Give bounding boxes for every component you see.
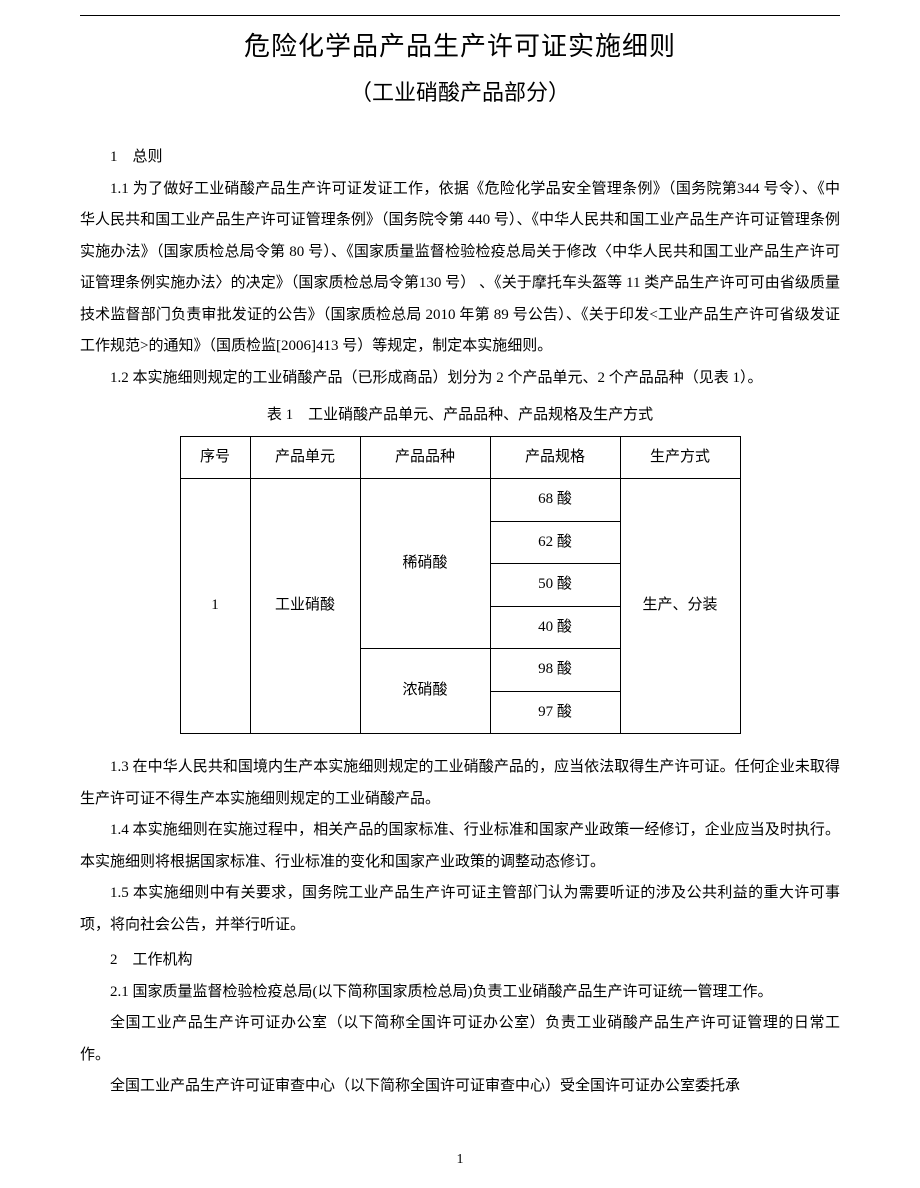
paragraph-2-1: 2.1 国家质量监督检验检疫总局(以下简称国家质检总局)负责工业硝酸产品生产许可… [80, 977, 840, 1009]
cell-spec-4: 98 酸 [490, 649, 620, 692]
page-number: 1 [0, 1152, 920, 1168]
section-1-heading: 1 总则 [80, 142, 840, 174]
document-title: 危险化学品产品生产许可证实施细则 [80, 26, 840, 63]
cell-type-2: 浓硝酸 [360, 649, 490, 734]
document-content: 1 总则 1.1 为了做好工业硝酸产品生产许可证发证工作，依据《危险化学品安全管… [80, 142, 840, 1103]
paragraph-1-1: 1.1 为了做好工业硝酸产品生产许可证发证工作，依据《危险化学品安全管理条例》（… [80, 174, 840, 363]
section-2-heading: 2 工作机构 [80, 945, 840, 977]
cell-seq: 1 [180, 479, 250, 734]
paragraph-1-3: 1.3 在中华人民共和国境内生产本实施细则规定的工业硝酸产品的，应当依法取得生产… [80, 752, 840, 815]
cell-spec-0: 68 酸 [490, 479, 620, 522]
paragraph-1-2: 1.2 本实施细则规定的工业硝酸产品（已形成商品）划分为 2 个产品单元、2 个… [80, 363, 840, 395]
cell-spec-1: 62 酸 [490, 521, 620, 564]
cell-method: 生产、分装 [620, 479, 740, 734]
table-1-caption: 表 1 工业硝酸产品单元、产品品种、产品规格及生产方式 [80, 400, 840, 432]
header-seq: 序号 [180, 436, 250, 479]
cell-unit: 工业硝酸 [250, 479, 360, 734]
table-1: 序号 产品单元 产品品种 产品规格 生产方式 1 工业硝酸 稀硝酸 68 酸 生… [180, 436, 741, 735]
document-subtitle: （工业硝酸产品部分） [80, 75, 840, 107]
paragraph-1-4: 1.4 本实施细则在实施过程中，相关产品的国家标准、行业标准和国家产业政策一经修… [80, 815, 840, 878]
header-spec: 产品规格 [490, 436, 620, 479]
header-type: 产品品种 [360, 436, 490, 479]
cell-spec-3: 40 酸 [490, 606, 620, 649]
header-method: 生产方式 [620, 436, 740, 479]
table-header-row: 序号 产品单元 产品品种 产品规格 生产方式 [180, 436, 740, 479]
table-row: 1 工业硝酸 稀硝酸 68 酸 生产、分装 [180, 479, 740, 522]
top-rule [80, 15, 840, 16]
cell-spec-2: 50 酸 [490, 564, 620, 607]
paragraph-2-3: 全国工业产品生产许可证审查中心（以下简称全国许可证审查中心）受全国许可证办公室委… [80, 1071, 840, 1103]
cell-spec-5: 97 酸 [490, 691, 620, 734]
header-unit: 产品单元 [250, 436, 360, 479]
paragraph-1-5: 1.5 本实施细则中有关要求，国务院工业产品生产许可证主管部门认为需要听证的涉及… [80, 878, 840, 941]
paragraph-2-2: 全国工业产品生产许可证办公室（以下简称全国许可证办公室）负责工业硝酸产品生产许可… [80, 1008, 840, 1071]
cell-type-1: 稀硝酸 [360, 479, 490, 649]
